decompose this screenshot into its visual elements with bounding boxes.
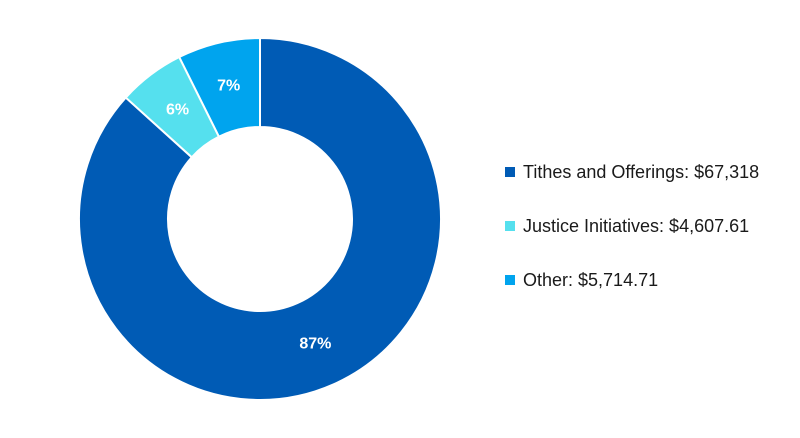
slice-label-other: 7% (217, 78, 240, 95)
slice-other (177, 36, 261, 139)
legend-swatch-justice (505, 221, 515, 231)
legend-label-justice: Justice Initiatives: $4,607.61 (523, 215, 750, 236)
legend-swatch-other (505, 275, 515, 285)
legend-item-other: Other: $5,714.71 (505, 266, 759, 294)
legend-label-other: Other: $5,714.71 (523, 269, 659, 290)
legend-item-tithes: Tithes and Offerings: $67,318 (505, 158, 759, 186)
slice-label-justice: 6% (166, 102, 189, 119)
slice-tithes (78, 36, 442, 401)
slice-label-tithes: 87% (299, 335, 331, 352)
donut-chart: 87% 6% 7% (78, 36, 442, 401)
legend-item-justice: Justice Initiatives: $4,607.61 (505, 212, 759, 240)
legend-swatch-tithes (505, 167, 515, 177)
legend: Tithes and Offerings: $67,318 Justice In… (505, 158, 759, 320)
legend-label-tithes: Tithes and Offerings: $67,318 (523, 161, 760, 182)
